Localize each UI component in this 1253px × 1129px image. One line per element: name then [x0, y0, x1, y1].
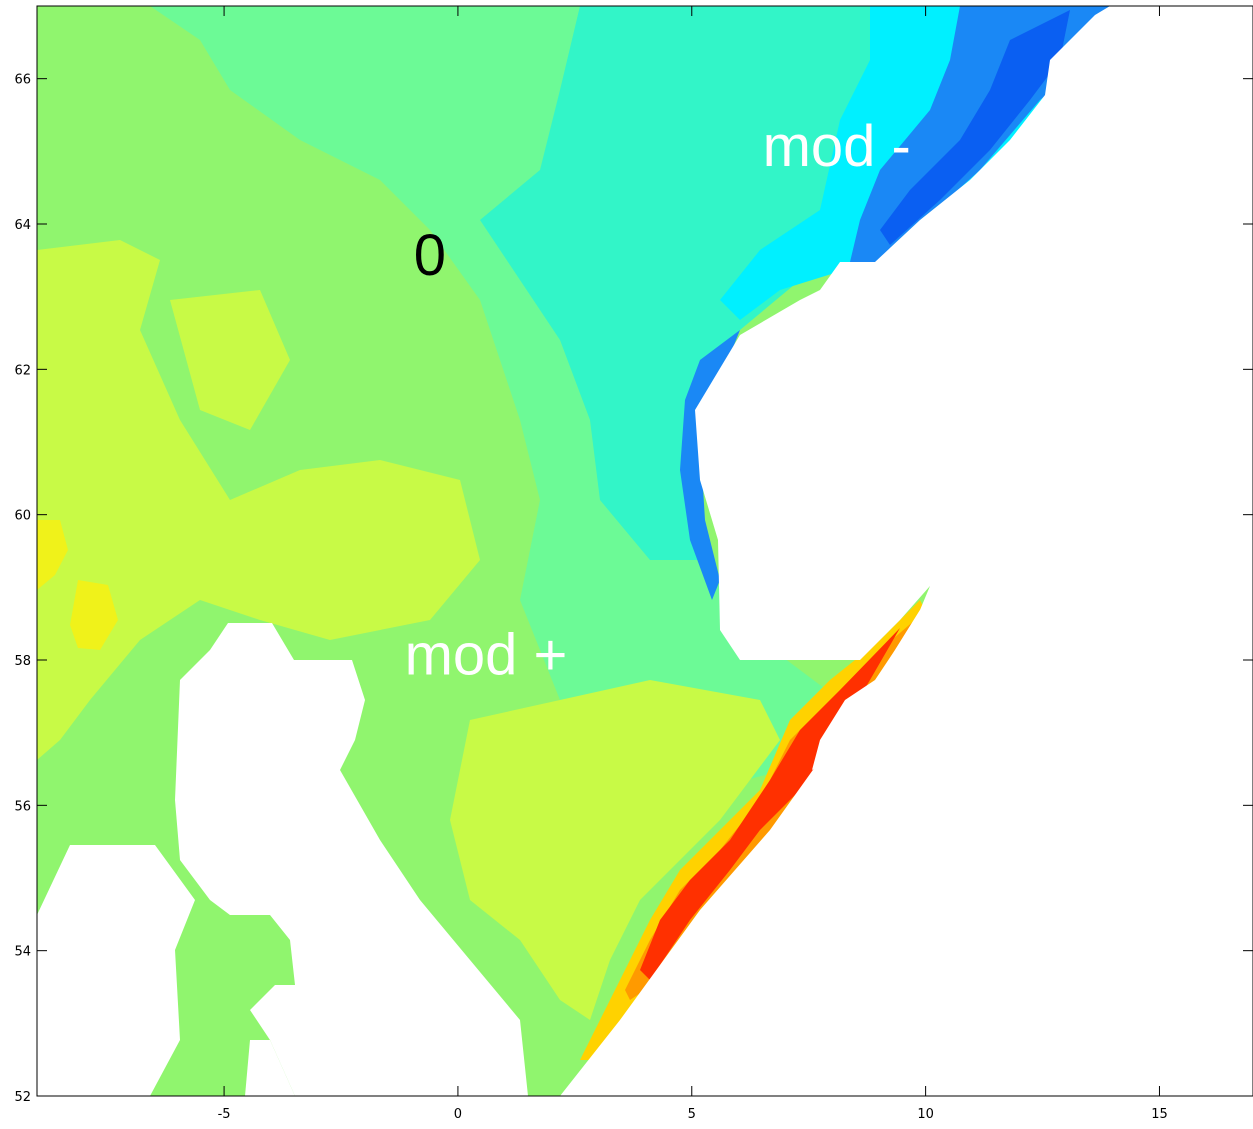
x-tick-label: 10: [917, 1107, 934, 1122]
x-tick-label: 15: [1151, 1107, 1168, 1122]
x-tick-label: 5: [688, 1107, 696, 1122]
plot-frame: [36, 5, 1253, 1097]
annotation-label: 0: [414, 223, 446, 288]
contour-band-yellowgreen-west: [37, 240, 480, 760]
y-tick-label: 62: [14, 363, 31, 378]
y-tick-label: 56: [14, 799, 31, 814]
y-tick-label: 60: [14, 509, 31, 524]
contour-band-coast-blue: [680, 330, 740, 600]
land-norway-sweden: [560, 6, 1253, 1096]
contour-field: [37, 6, 1253, 1096]
y-axis-ticks: 52 54 56 58 60 62 64 66: [14, 73, 1253, 1105]
contour-band-yellowgreen-south: [450, 680, 780, 1020]
y-tick-label: 66: [14, 73, 31, 88]
land-france-coast: [245, 1040, 295, 1096]
annotation-label: mod -: [763, 114, 911, 179]
land-ireland: [37, 845, 195, 1096]
land-denmark: [812, 586, 952, 770]
y-tick-label: 64: [14, 218, 31, 233]
annotation-label: mod +: [405, 623, 568, 688]
x-tick-label: -5: [218, 1107, 231, 1122]
y-tick-label: 52: [14, 1090, 31, 1105]
map-annotations: mod - 0 mod +: [405, 114, 911, 688]
contour-band-yellow-2: [70, 580, 118, 650]
land-britain: [175, 623, 528, 1096]
contour-band-yellow-1: [37, 520, 68, 590]
contour-band-blue: [880, 10, 1070, 245]
contour-band-yellowgreen-inner: [170, 290, 290, 430]
y-tick-label: 58: [14, 654, 31, 669]
x-tick-label: 0: [454, 1107, 462, 1122]
x-axis-ticks: -5 0 5 10 15: [218, 6, 1168, 1122]
y-tick-label: 54: [14, 945, 31, 960]
